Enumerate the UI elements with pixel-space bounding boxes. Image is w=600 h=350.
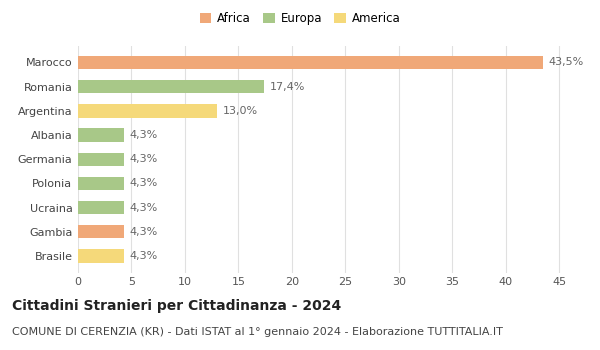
Bar (78, 153, 124, 166)
Bar (78, 56, 543, 69)
Text: COMUNE DI CERENZIA (KR) - Dati ISTAT al 1° gennaio 2024 - Elaborazione TUTTITALI: COMUNE DI CERENZIA (KR) - Dati ISTAT al … (12, 327, 503, 337)
Text: 4,3%: 4,3% (130, 130, 158, 140)
Text: 4,3%: 4,3% (130, 203, 158, 213)
Text: 4,3%: 4,3% (130, 154, 158, 164)
Text: 4,3%: 4,3% (130, 178, 158, 188)
Text: 17,4%: 17,4% (269, 82, 305, 92)
Text: Cittadini Stranieri per Cittadinanza - 2024: Cittadini Stranieri per Cittadinanza - 2… (12, 299, 341, 313)
Bar (78, 225, 124, 238)
Bar (78, 177, 124, 190)
Bar (78, 104, 217, 118)
Text: 4,3%: 4,3% (130, 251, 158, 261)
Bar (78, 128, 124, 142)
Bar (78, 249, 124, 262)
Text: 4,3%: 4,3% (130, 227, 158, 237)
Text: 13,0%: 13,0% (223, 106, 257, 116)
Bar (78, 201, 124, 214)
Bar (78, 80, 264, 93)
Text: 43,5%: 43,5% (548, 57, 584, 68)
Legend: Africa, Europa, America: Africa, Europa, America (195, 8, 405, 30)
